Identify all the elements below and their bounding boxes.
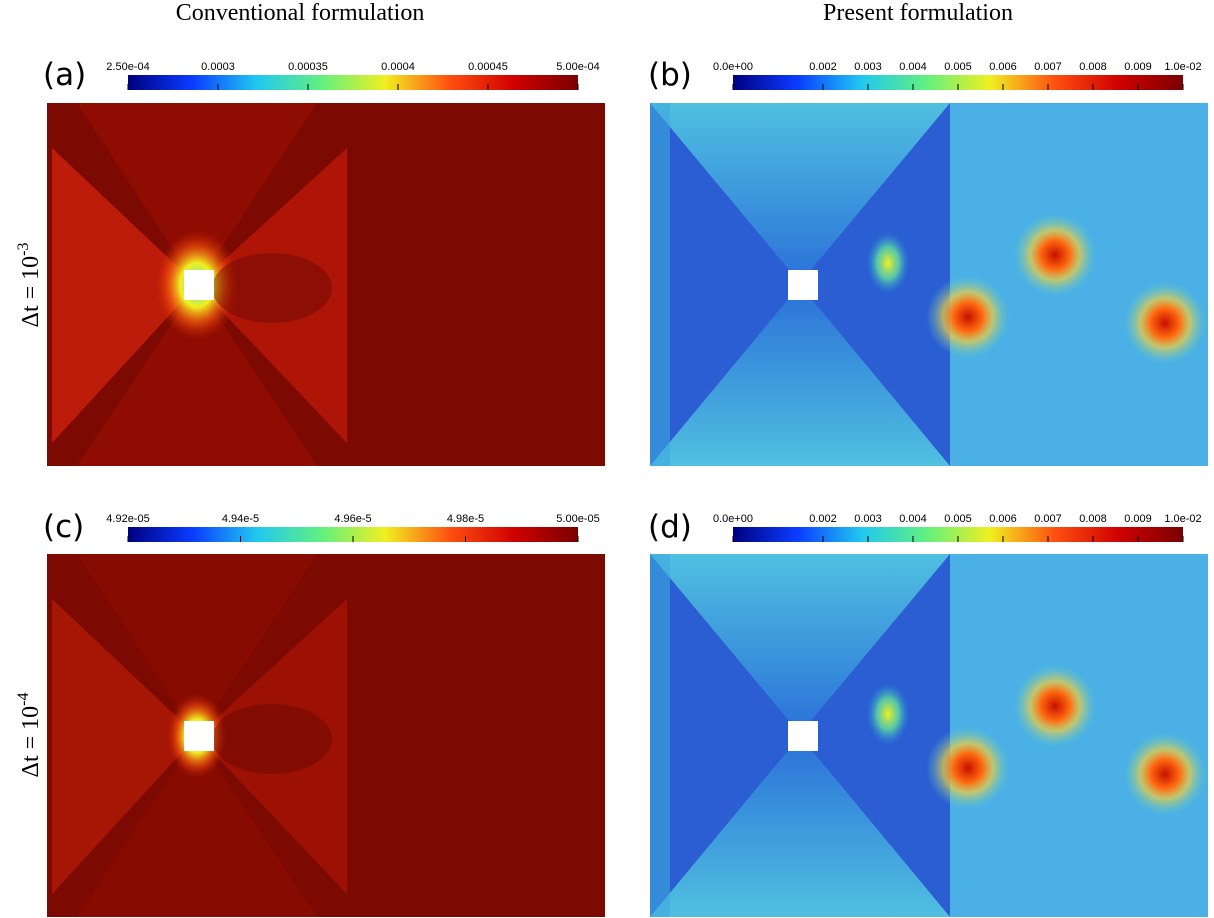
heatmap-image	[47, 103, 605, 466]
colorbar-tick-label: 0.00035	[288, 61, 328, 73]
colorbar	[128, 75, 578, 90]
row-label-exponent: -3	[15, 243, 32, 256]
field-swirl	[866, 682, 910, 746]
panel-label: (a)	[43, 57, 86, 93]
row-label-base: Δt = 10	[18, 706, 44, 778]
colorbar-tick-label: 0.0e+00	[713, 513, 753, 525]
field-wedge	[650, 285, 950, 466]
panel-label: (b)	[648, 57, 692, 93]
colorbar	[733, 527, 1183, 542]
obstacle	[788, 721, 818, 751]
field-wedge	[77, 736, 317, 917]
colorbar-tick-label: 4.92e-05	[106, 513, 149, 525]
vortex	[1013, 664, 1097, 748]
heatmap-image	[650, 103, 1208, 466]
field-wedge	[77, 285, 317, 466]
colorbar-tick-label: 4.96e-5	[334, 513, 371, 525]
field-wedge	[77, 103, 317, 285]
vortex	[926, 275, 1010, 359]
colorbar	[733, 75, 1183, 90]
colorbar-tick-label: 0.003	[854, 61, 882, 73]
row-label-base: Δt = 10	[18, 256, 44, 328]
colorbar-tick-label: 0.006	[989, 61, 1017, 73]
colorbar-tick-label: 0.003	[854, 513, 882, 525]
row-label: Δt = 10-3	[15, 243, 44, 328]
field-wedge	[77, 554, 317, 736]
colorbar-tick-label: 0.004	[899, 61, 927, 73]
field-wake	[212, 253, 332, 323]
colorbar-tick-label: 0.004	[899, 513, 927, 525]
field-edge	[650, 103, 670, 466]
colorbar-tick-label: 1.0e-02	[1164, 61, 1201, 73]
colorbar-tick-label: 0.008	[1079, 513, 1107, 525]
obstacle	[788, 270, 818, 300]
colorbar-tick-label: 2.50e-04	[106, 61, 149, 73]
vortex	[1013, 213, 1097, 297]
row-label: Δt = 10-4	[15, 693, 44, 778]
colorbar-tick-label: 0.008	[1079, 61, 1107, 73]
vortex	[926, 726, 1010, 810]
field-wedge	[197, 148, 347, 443]
colorbar-tick-label: 4.94e-5	[222, 513, 259, 525]
field-wedge	[197, 599, 347, 894]
colorbar-tick-label: 0.009	[1124, 513, 1152, 525]
colorbar-tick-label: 0.0003	[201, 61, 235, 73]
colorbar-tick-label: 4.98e-5	[447, 513, 484, 525]
colorbar-tick-label: 0.00045	[468, 61, 508, 73]
column-title: Present formulation	[823, 0, 1013, 26]
colorbar-tick-label: 0.009	[1124, 61, 1152, 73]
field-swirl	[866, 231, 910, 295]
panel-label: (c)	[43, 509, 84, 545]
field-edge	[650, 554, 670, 917]
colorbar-tick-label: 0.006	[989, 513, 1017, 525]
row-label-exponent: -4	[15, 693, 32, 706]
obstacle	[184, 721, 214, 751]
colorbar-tick-label: 0.002	[809, 61, 837, 73]
colorbar-tick-label: 5.00e-04	[556, 61, 599, 73]
field-wedge	[650, 103, 950, 283]
colorbar-tick-label: 0.007	[1034, 513, 1062, 525]
heatmap-image	[47, 554, 605, 917]
colorbar-tick-label: 0.0004	[381, 61, 415, 73]
vortex	[1123, 281, 1207, 365]
field-wake	[212, 704, 332, 774]
field-wedge	[52, 148, 197, 443]
field-wedge	[650, 736, 950, 917]
column-title: Conventional formulation	[176, 0, 425, 26]
field-wedge	[650, 554, 950, 734]
vortex	[1123, 732, 1207, 816]
colorbar-tick-label: 5.00e-05	[556, 513, 599, 525]
colorbar-tick-label: 0.0e+00	[713, 61, 753, 73]
colorbar-tick-label: 1.0e-02	[1164, 513, 1201, 525]
colorbar-tick-label: 0.007	[1034, 61, 1062, 73]
colorbar-tick-label: 0.002	[809, 513, 837, 525]
field-wedge	[52, 599, 197, 894]
obstacle	[184, 270, 214, 300]
panel-label: (d)	[648, 509, 692, 545]
colorbar-tick-label: 0.005	[944, 513, 972, 525]
heatmap-image	[650, 554, 1208, 917]
colorbar-tick-label: 0.005	[944, 61, 972, 73]
